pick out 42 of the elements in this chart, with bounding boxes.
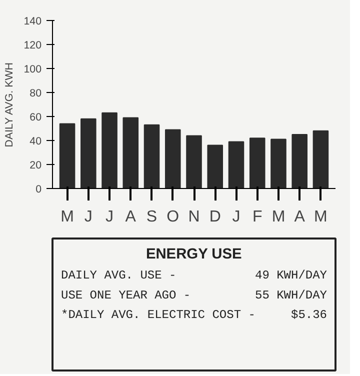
y-tick-label: 40 <box>30 136 42 148</box>
y-axis-title: DAILY AVG. KWH <box>4 62 16 148</box>
y-tick-label: 20 <box>30 160 42 172</box>
bar <box>122 117 139 188</box>
y-tick-label: 80 <box>30 88 42 100</box>
bar <box>249 138 266 188</box>
y-tick-label: 140 <box>24 16 42 28</box>
bar <box>164 129 181 188</box>
x-tick-label: M <box>272 208 286 226</box>
bar <box>186 135 202 188</box>
x-tick-label: A <box>125 208 136 226</box>
x-tick-label: M <box>314 208 328 226</box>
bar <box>80 118 96 188</box>
bar <box>270 138 286 188</box>
x-tick-label: J <box>232 208 240 226</box>
x-tick-label: A <box>294 208 306 226</box>
x-tick-label: F <box>252 208 262 226</box>
bar <box>312 130 329 188</box>
bar <box>292 134 308 188</box>
bar <box>228 141 244 188</box>
bar <box>144 124 160 188</box>
x-tick-label: M <box>60 208 74 226</box>
text: DAILY AVG. USE - <box>60 268 176 282</box>
y-tick-label: 60 <box>30 112 42 124</box>
bar <box>207 144 224 188</box>
y-tick-label: 120 <box>24 40 42 52</box>
x-tick-label: S <box>146 208 158 226</box>
text: *DAILY AVG. ELECTRIC COST - <box>60 308 256 322</box>
text: USE ONE YEAR AGO - <box>60 288 191 302</box>
text: 49 KWH/DAY <box>255 268 328 282</box>
x-tick-label: J <box>84 208 92 226</box>
text: $5.36 <box>291 308 328 322</box>
x-tick-label: J <box>106 208 114 226</box>
text: 55 KWH/DAY <box>255 288 328 302</box>
y-tick-label: 0 <box>36 184 42 196</box>
x-tick-label: O <box>166 208 180 226</box>
x-tick-label: D <box>209 208 221 226</box>
bar <box>59 123 76 188</box>
x-tick-label: N <box>188 208 200 226</box>
y-tick-label: 100 <box>24 64 42 76</box>
bar <box>102 112 118 188</box>
text: ENERGY USE <box>146 246 242 262</box>
